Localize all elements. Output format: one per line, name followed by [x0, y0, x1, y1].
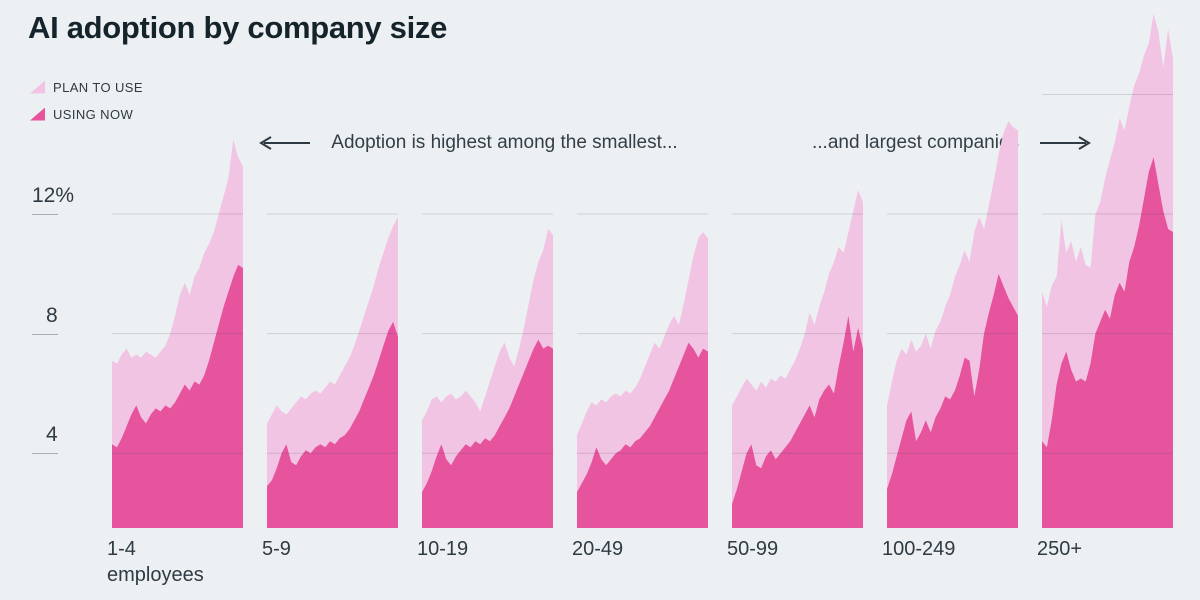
panel-250+ — [1042, 10, 1173, 528]
annotation-left: Adoption is highest among the smallest..… — [258, 132, 678, 154]
x-axis-label-5-9: 5-9 — [262, 538, 291, 560]
annotation-left-text: Adoption is highest among the smallest..… — [331, 132, 678, 153]
x-axis-label-10-19: 10-19 — [417, 538, 469, 560]
panel-1-4 — [112, 10, 243, 528]
using-now-swatch-icon — [30, 107, 45, 121]
annotation-right-text: ...and largest companies — [812, 132, 1020, 153]
using-now-area — [732, 315, 863, 528]
using-now-area — [887, 273, 1018, 528]
panel-50-99 — [732, 10, 863, 528]
y-axis-tick-label: 12% — [32, 184, 75, 208]
using-now-area — [422, 339, 553, 528]
area-chart-10-19 — [422, 213, 553, 528]
using-now-area — [112, 264, 243, 528]
area-chart-50-99 — [732, 190, 863, 528]
legend: PLAN TO USE USING NOW — [30, 76, 143, 130]
area-chart-100-249 — [887, 121, 1018, 528]
using-now-area — [267, 321, 398, 528]
using-now-area — [1042, 157, 1173, 528]
area-chart-1-4 — [112, 139, 243, 528]
legend-label: PLAN TO USE — [53, 79, 143, 95]
y-axis-tick-mark — [32, 333, 58, 335]
x-axis-label-1-4: 1-4 employees — [107, 538, 204, 586]
panel-20-49 — [577, 10, 708, 528]
legend-item-using-now: USING NOW — [30, 103, 143, 125]
panel-100-249 — [887, 10, 1018, 528]
x-axis-label-20-49: 20-49 — [572, 538, 624, 560]
plan-to-use-swatch-icon — [30, 80, 45, 94]
right-arrow-icon — [1040, 136, 1092, 150]
chart-title: AI adoption by company size — [28, 10, 448, 45]
x-axis-label-250+: 250+ — [1037, 538, 1083, 560]
y-axis-tick-mark — [32, 214, 58, 216]
panel-10-19 — [422, 10, 553, 528]
x-axis-label-100-249: 100-249 — [882, 538, 956, 560]
area-chart-5-9 — [267, 213, 398, 528]
y-axis-tick-mark — [32, 453, 58, 455]
y-axis-tick-label: 4 — [46, 423, 58, 447]
left-arrow-icon — [259, 136, 310, 150]
annotation-right: ...and largest companies — [812, 132, 1092, 154]
legend-item-plan-to-use: PLAN TO USE — [30, 76, 143, 98]
legend-label: USING NOW — [53, 106, 134, 122]
y-axis-tick-label: 8 — [46, 303, 58, 327]
area-chart-20-49 — [577, 213, 708, 528]
using-now-area — [577, 342, 708, 528]
panel-5-9 — [267, 10, 398, 528]
x-axis-label-50-99: 50-99 — [727, 538, 779, 560]
area-chart-250+ — [1042, 13, 1173, 528]
